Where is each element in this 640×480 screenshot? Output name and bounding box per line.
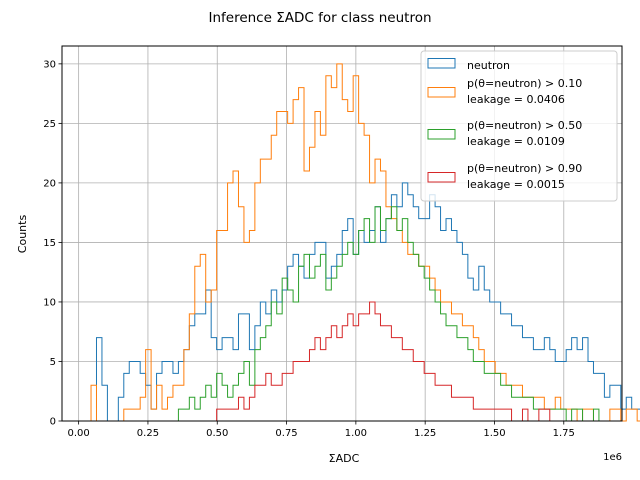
- y-axis-label: Counts: [16, 215, 29, 254]
- y-tick-label: 30: [43, 59, 56, 70]
- x-tick-label: 0.75: [275, 428, 297, 439]
- x-axis-offset-label: 1e6: [603, 452, 622, 463]
- legend-swatch-1: [427, 87, 456, 98]
- legend-swatch-0: [427, 58, 456, 69]
- x-tick-label: 0.50: [206, 428, 228, 439]
- x-tick-label: 1.25: [414, 428, 436, 439]
- series-step-2: [177, 206, 600, 422]
- legend-entry-2: p(θ=neutron) > 0.50 leakage = 0.0109: [467, 119, 582, 148]
- x-tick-label: 0.25: [137, 428, 159, 439]
- x-axis-label: ΣADC: [329, 452, 360, 465]
- series-step-0: [95, 182, 640, 422]
- x-tick-label: 1.50: [483, 428, 505, 439]
- plot-frame: [61, 45, 623, 422]
- x-tick-label: 1.00: [345, 428, 367, 439]
- series-step-3: [216, 301, 551, 422]
- legend-entry-3: p(θ=neutron) > 0.90 leakage = 0.0015: [467, 162, 582, 191]
- x-tick-label: 0.00: [68, 428, 90, 439]
- chart-title: Inference ΣADC for class neutron: [208, 10, 431, 26]
- legend: neutron p(θ=neutron) > 0.10 leakage = 0.04…: [420, 50, 618, 202]
- y-tick-label: 25: [43, 119, 56, 130]
- legend-entry-1: p(θ=neutron) > 0.10 leakage = 0.0406: [467, 77, 582, 106]
- legend-entry-0: neutron: [467, 59, 510, 72]
- axis-ticks: 0.00 0.25 0.50 0.75 1.00 1.25 1.50 1.75 0 5 10 15 20…: [43, 59, 575, 439]
- y-tick-label: 5: [50, 357, 56, 368]
- y-tick-label: 10: [43, 297, 56, 308]
- legend-swatch-3: [427, 172, 456, 183]
- legend-swatch-2: [427, 129, 456, 140]
- y-tick-label: 0: [50, 417, 56, 428]
- y-tick-label: 15: [43, 238, 56, 249]
- legend-frame: [420, 50, 618, 202]
- x-tick-label: 1.75: [553, 428, 575, 439]
- histogram-series: [90, 63, 640, 422]
- y-tick-label: 20: [43, 178, 56, 189]
- series-step-1: [90, 63, 640, 422]
